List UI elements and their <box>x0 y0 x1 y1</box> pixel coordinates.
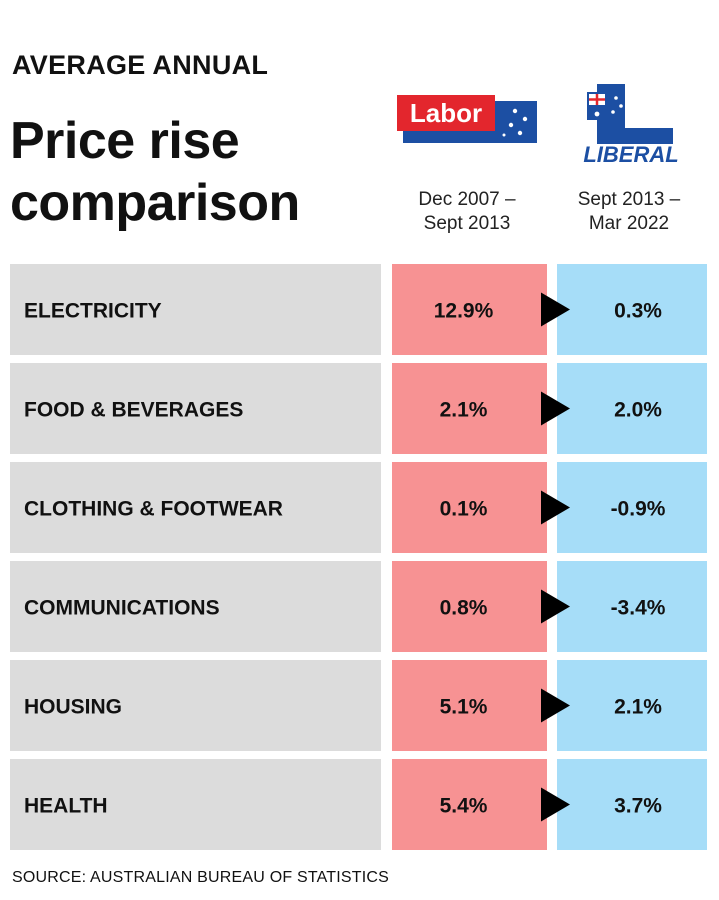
liberal-cell <box>557 264 707 355</box>
labor-value-label: 12.9% <box>434 300 494 323</box>
arrow-right-icon <box>541 688 570 723</box>
category-cell <box>10 660 381 751</box>
category-label: COMMUNICATIONS <box>24 597 220 620</box>
labor-value-label: 0.1% <box>440 498 488 521</box>
liberal-value-label: 0.3% <box>614 300 662 323</box>
liberal-value-label: 2.0% <box>614 399 662 422</box>
labor-logo-text: Labor <box>410 98 482 128</box>
labor-value-label: 5.1% <box>440 696 488 719</box>
liberal-cell <box>557 462 707 553</box>
labor-value-label: 2.1% <box>440 399 488 422</box>
labor-period-line-1: Dec 2007 – <box>418 189 516 210</box>
source-note: SOURCE: AUSTRALIAN BUREAU OF STATISTICS <box>12 869 390 886</box>
labor-cell <box>392 462 547 553</box>
category-label: FOOD & BEVERAGES <box>24 399 243 422</box>
page-title: Price rise comparison <box>10 110 300 234</box>
labor-cell <box>392 660 547 751</box>
category-cell <box>10 759 381 850</box>
category-cell <box>10 363 381 454</box>
labor-period-header: Dec 2007 – Sept 2013 <box>387 188 547 236</box>
liberal-cell <box>557 660 707 751</box>
arrow-right-icon <box>541 589 570 624</box>
liberal-value-label: 2.1% <box>614 696 662 719</box>
kicker-title: AVERAGE ANNUAL <box>12 50 269 80</box>
liberal-cell <box>557 759 707 850</box>
category-cell <box>10 264 381 355</box>
category-label: HOUSING <box>24 696 122 719</box>
liberal-period-line-1: Sept 2013 – <box>577 189 681 210</box>
category-cell <box>10 462 381 553</box>
arrow-right-icon <box>541 391 570 426</box>
category-label: HEALTH <box>24 795 108 818</box>
arrow-right-icon <box>541 490 570 525</box>
liberal-value-label: -0.9% <box>611 498 666 521</box>
arrow-right-icon <box>541 787 570 822</box>
category-label: CLOTHING & FOOTWEAR <box>24 498 283 521</box>
liberal-value-label: 3.7% <box>614 795 662 818</box>
labor-value-label: 0.8% <box>440 597 488 620</box>
liberal-period-line-2: Mar 2022 <box>588 213 670 234</box>
title-line-1: Price rise <box>10 112 240 170</box>
liberal-logo-text: LIBERAL <box>583 142 678 164</box>
liberal-cell <box>557 363 707 454</box>
labor-value-label: 5.4% <box>440 795 488 818</box>
title-line-2: comparison <box>10 174 300 232</box>
labor-cell <box>392 363 547 454</box>
labor-period-line-2: Sept 2013 <box>423 213 511 234</box>
liberal-period-header: Sept 2013 – Mar 2022 <box>549 188 709 236</box>
labor-logo: Labor <box>397 95 537 143</box>
liberal-value-label: -3.4% <box>611 597 666 620</box>
category-cell <box>10 561 381 652</box>
liberal-cell <box>557 561 707 652</box>
liberal-logo: LIBERAL <box>583 84 679 164</box>
arrow-right-icon <box>541 292 570 327</box>
labor-cell <box>392 264 547 355</box>
labor-cell <box>392 561 547 652</box>
labor-cell <box>392 759 547 850</box>
category-label: ELECTRICITY <box>24 300 162 323</box>
